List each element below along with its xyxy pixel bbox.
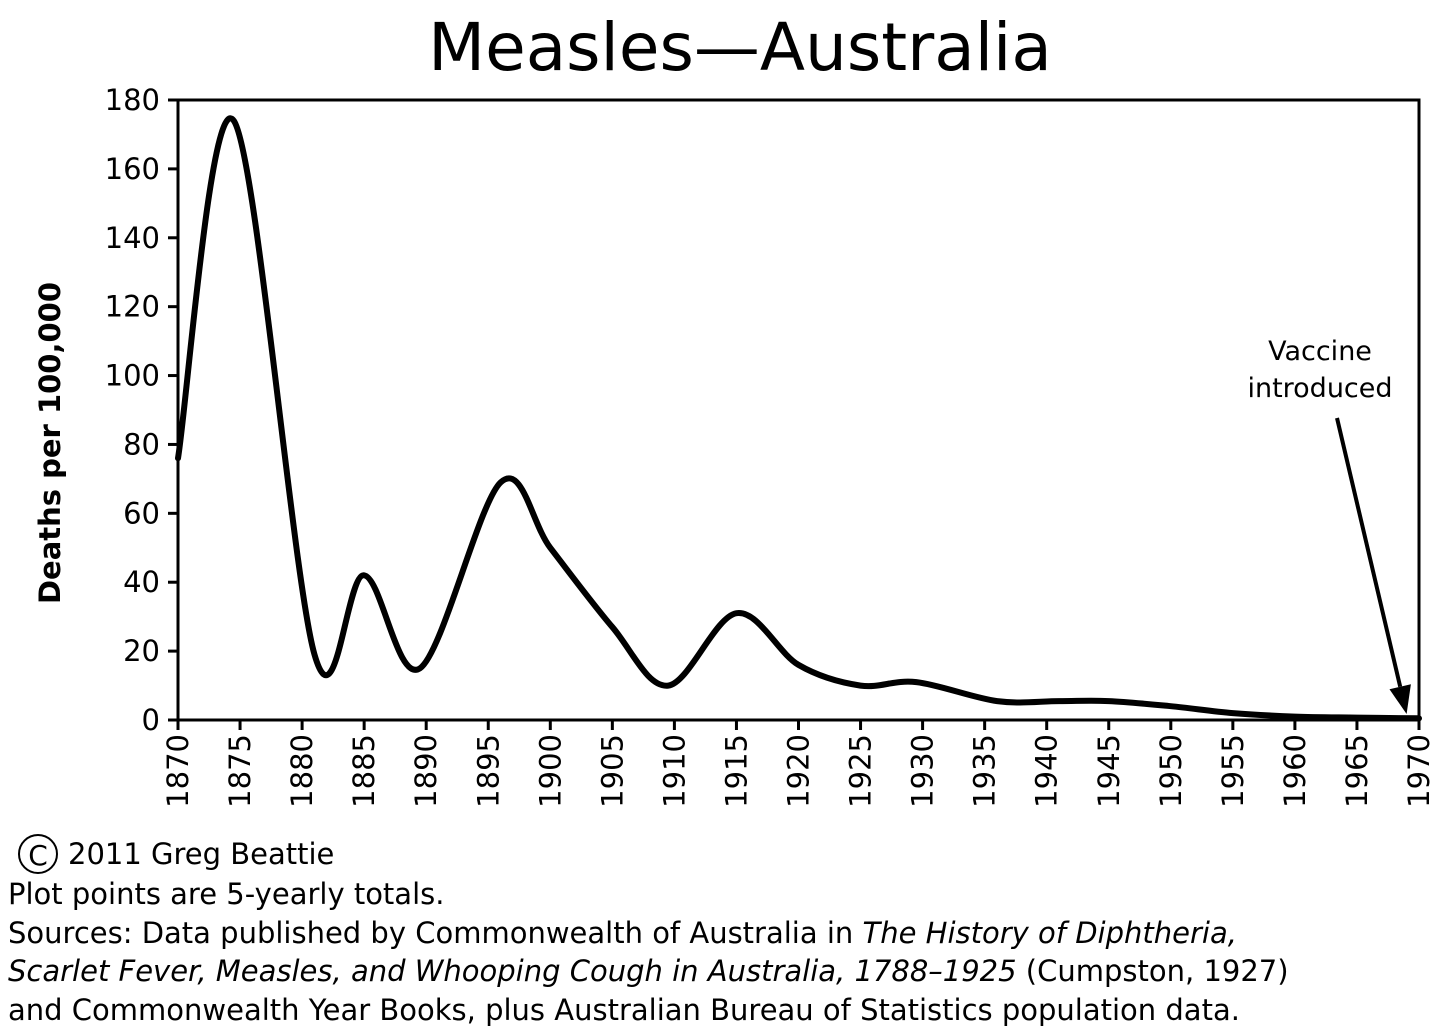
series-line [175, 115, 1422, 722]
x-tick-label: 1895 [471, 734, 505, 808]
x-tick-label: 1875 [223, 734, 257, 808]
x-tick-label: 1940 [1030, 734, 1064, 808]
copyright-line: C 2011 Greg Beattie [8, 834, 1448, 874]
x-tick-label: 1910 [657, 734, 691, 808]
chart: Measles—Australia 0 20 40 60 80 100 120 140 160 1… [33, 9, 1436, 808]
y-tick-label: 40 [123, 565, 160, 599]
vaccine-annotation: Vaccine introduced [1247, 336, 1411, 714]
x-tick-label: 1870 [161, 734, 195, 808]
y-tick-label: 60 [123, 496, 160, 530]
chart-title: Measles—Australia [428, 9, 1052, 86]
sources-citation: (Cumpston, 1927) [1016, 954, 1289, 988]
x-tick-label: 1915 [719, 734, 753, 808]
plot-frame [176, 98, 1421, 722]
sources-line-1: Sources: Data published by Commonwealth … [8, 914, 1448, 953]
y-tick-label: 140 [105, 221, 160, 255]
x-tick-label: 1920 [782, 734, 816, 808]
annotation-arrow-shaft [1335, 417, 1403, 688]
y-tick-label: 180 [105, 83, 160, 117]
copyright-icon: C [18, 834, 58, 874]
x-tick-label: 1885 [347, 734, 381, 808]
x-tick-label: 1890 [409, 734, 443, 808]
x-tick-label: 1880 [285, 734, 319, 808]
y-tick-label: 120 [105, 290, 160, 324]
plot-note: Plot points are 5-yearly totals. [8, 877, 445, 911]
x-axis: 1870 1875 1880 1885 1890 1895 1900 1905 1910 1915… [161, 720, 1436, 808]
y-tick-label: 160 [105, 152, 160, 186]
annotation-arrow-head [1389, 684, 1411, 714]
x-tick-label: 1970 [1402, 734, 1436, 808]
x-tick-label: 1930 [906, 734, 940, 808]
sources-title-part-1: The History of Diphtheria, [862, 915, 1237, 950]
annotation-line-2: introduced [1247, 373, 1392, 404]
sources-title-part-2: Scarlet Fever, Measles, and Whooping Cou… [8, 954, 1017, 988]
y-tick-label: 100 [105, 359, 160, 393]
x-tick-label: 1900 [533, 734, 567, 808]
y-axis-label: Deaths per 100,000 [33, 282, 67, 604]
copyright-text: 2011 Greg Beattie [68, 836, 335, 871]
x-tick-label: 1945 [1092, 734, 1126, 808]
x-tick-label: 1955 [1216, 734, 1250, 808]
x-tick-label: 1905 [595, 734, 629, 808]
x-tick-label: 1960 [1278, 734, 1312, 808]
y-tick-label: 0 [142, 703, 160, 737]
footer: C 2011 Greg Beattie Plot points are 5-ye… [8, 834, 1448, 1029]
sources-prefix: Sources: Data published by Commonwealth … [8, 915, 863, 950]
annotation-line-1: Vaccine [1268, 336, 1372, 367]
y-tick-label: 20 [123, 634, 160, 668]
x-tick-label: 1965 [1340, 734, 1374, 808]
x-tick-label: 1950 [1154, 734, 1188, 808]
sources-line-3: and Commonwealth Year Books, plus Austra… [8, 992, 1240, 1027]
x-tick-label: 1925 [844, 734, 878, 808]
y-tick-label: 80 [123, 427, 160, 461]
sources-line-2: Scarlet Fever, Measles, and Whooping Cou… [8, 952, 1448, 991]
y-axis: 0 20 40 60 80 100 120 140 160 180 [105, 83, 178, 737]
x-tick-label: 1935 [968, 734, 1002, 808]
